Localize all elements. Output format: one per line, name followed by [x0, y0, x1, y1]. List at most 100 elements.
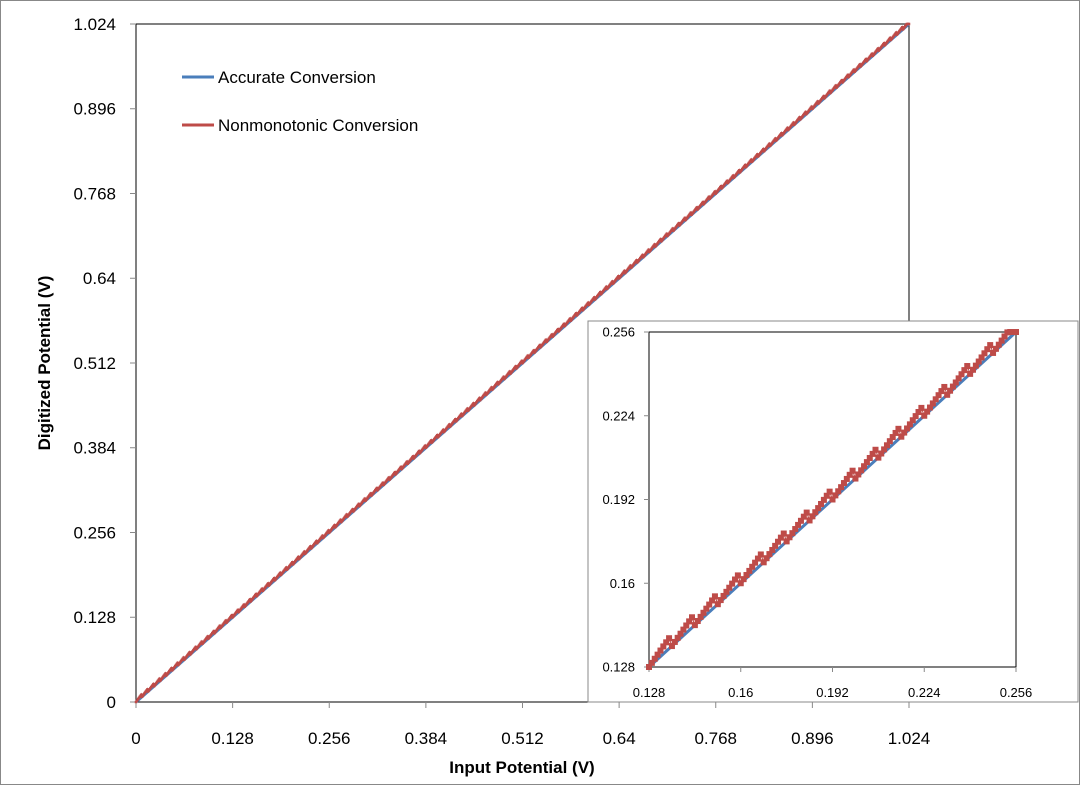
data-point-nonmonotonic	[812, 509, 819, 516]
data-point-nonmonotonic	[918, 404, 925, 411]
data-point-nonmonotonic	[411, 455, 415, 458]
y-axis-title: Digitized Potential (V)	[35, 276, 54, 451]
data-point-nonmonotonic	[800, 513, 807, 520]
data-point-nonmonotonic	[694, 618, 701, 625]
data-point-nonmonotonic	[648, 659, 655, 666]
data-point-nonmonotonic	[176, 661, 179, 665]
data-point-nonmonotonic	[454, 418, 457, 421]
data-point-nonmonotonic	[881, 446, 888, 453]
data-point-nonmonotonic	[478, 396, 481, 400]
data-point-nonmonotonic	[592, 296, 596, 299]
data-point-nonmonotonic	[284, 566, 288, 569]
data-point-nonmonotonic	[532, 349, 536, 352]
data-point-nonmonotonic	[876, 47, 880, 50]
data-point-nonmonotonic	[369, 492, 373, 495]
x-tick-label: 0.16	[728, 685, 753, 700]
data-point-nonmonotonic	[838, 484, 845, 491]
data-point-nonmonotonic	[665, 232, 668, 236]
data-point-nonmonotonic	[399, 465, 403, 469]
data-point-nonmonotonic	[944, 391, 951, 398]
y-tick-label: 0.16	[610, 576, 635, 591]
data-point-nonmonotonic	[840, 480, 847, 487]
data-point-nonmonotonic	[659, 237, 662, 241]
y-tick-label: 0.256	[73, 523, 116, 542]
data-point-nonmonotonic	[706, 601, 713, 608]
data-point-nonmonotonic	[822, 94, 825, 98]
data-point-nonmonotonic	[550, 333, 554, 336]
data-point-nonmonotonic	[677, 222, 681, 225]
x-axis-title: Input Potential (V)	[449, 758, 594, 777]
data-point-nonmonotonic	[393, 470, 397, 474]
data-point-nonmonotonic	[188, 651, 191, 654]
data-point-nonmonotonic	[490, 386, 493, 389]
data-point-nonmonotonic	[849, 467, 856, 474]
data-point-nonmonotonic	[901, 429, 908, 436]
data-point-nonmonotonic	[291, 561, 294, 564]
data-point-nonmonotonic	[766, 551, 773, 558]
data-point-nonmonotonic	[746, 567, 753, 574]
data-point-nonmonotonic	[906, 421, 913, 428]
y-tick-label: 1.024	[73, 15, 116, 34]
data-point-nonmonotonic	[327, 529, 330, 532]
data-point-nonmonotonic	[723, 588, 730, 595]
data-point-nonmonotonic	[855, 471, 862, 478]
data-point-nonmonotonic	[818, 500, 825, 507]
data-point-nonmonotonic	[749, 158, 753, 161]
data-point-nonmonotonic	[806, 517, 813, 524]
data-point-nonmonotonic	[375, 486, 379, 490]
data-point-nonmonotonic	[629, 264, 632, 267]
data-point-nonmonotonic	[749, 563, 756, 570]
data-point-nonmonotonic	[889, 434, 896, 441]
data-point-nonmonotonic	[671, 638, 678, 645]
data-point-nonmonotonic	[804, 110, 807, 114]
data-point-nonmonotonic	[743, 163, 747, 167]
data-point-nonmonotonic	[297, 555, 300, 559]
data-point-nonmonotonic	[737, 169, 741, 172]
data-point-nonmonotonic	[756, 153, 759, 156]
data-point-nonmonotonic	[809, 513, 816, 520]
data-point-nonmonotonic	[677, 630, 684, 637]
x-tick-label: 0.64	[603, 729, 636, 748]
data-point-nonmonotonic	[907, 22, 911, 26]
data-point-nonmonotonic	[975, 358, 982, 365]
legend-label-nonmonotonic: Nonmonotonic Conversion	[218, 116, 418, 135]
data-point-nonmonotonic	[230, 614, 234, 617]
data-point-nonmonotonic	[892, 429, 899, 436]
data-point-nonmonotonic	[278, 571, 282, 575]
data-point-nonmonotonic	[502, 375, 505, 379]
x-tick-label: 0.512	[501, 729, 544, 748]
data-point-nonmonotonic	[967, 370, 974, 377]
data-point-nonmonotonic	[878, 450, 885, 457]
data-point-nonmonotonic	[834, 84, 838, 87]
data-point-nonmonotonic	[888, 36, 892, 40]
x-tick-label: 1.024	[888, 729, 931, 748]
data-point-nonmonotonic	[429, 439, 433, 442]
data-point-nonmonotonic	[732, 576, 739, 583]
data-point-nonmonotonic	[617, 275, 620, 278]
y-tick-label: 0.896	[73, 100, 116, 119]
data-point-nonmonotonic	[752, 559, 759, 566]
data-point-nonmonotonic	[731, 174, 735, 177]
data-point-nonmonotonic	[912, 413, 919, 420]
data-point-nonmonotonic	[762, 147, 765, 151]
data-point-nonmonotonic	[898, 433, 905, 440]
data-point-nonmonotonic	[170, 666, 173, 670]
data-point-nonmonotonic	[707, 195, 711, 199]
x-tick-label: 0.256	[308, 729, 351, 748]
data-point-nonmonotonic	[423, 444, 427, 448]
data-point-nonmonotonic	[671, 227, 674, 230]
data-point-nonmonotonic	[381, 481, 385, 485]
data-point-nonmonotonic	[441, 428, 445, 432]
data-point-nonmonotonic	[921, 412, 928, 419]
data-point-nonmonotonic	[955, 375, 962, 382]
data-point-nonmonotonic	[958, 371, 965, 378]
data-point-nonmonotonic	[466, 407, 469, 410]
data-point-nonmonotonic	[1001, 333, 1008, 340]
data-point-nonmonotonic	[309, 545, 312, 548]
data-point-nonmonotonic	[904, 425, 911, 432]
data-point-nonmonotonic	[460, 412, 463, 416]
data-point-nonmonotonic	[772, 542, 779, 549]
data-point-nonmonotonic	[611, 280, 614, 283]
data-point-nonmonotonic	[508, 370, 511, 373]
data-point-nonmonotonic	[858, 467, 865, 474]
